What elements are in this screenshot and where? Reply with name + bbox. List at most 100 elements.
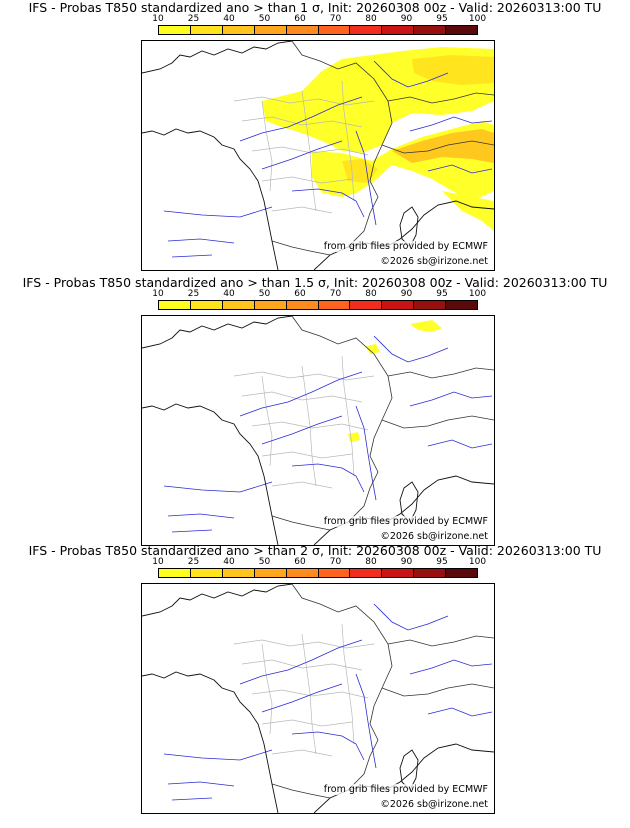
region-borders <box>233 623 375 757</box>
colorbar-segment <box>254 26 287 34</box>
map-drawing <box>142 41 494 270</box>
river-line <box>171 254 213 258</box>
river-line <box>355 130 377 226</box>
colorbar-segment <box>190 301 223 309</box>
map-panel-2sigma: IFS - Probas T850 standardized ano > tha… <box>0 543 630 814</box>
river-line <box>261 140 343 170</box>
panel-title: IFS - Probas T850 standardized ano > tha… <box>28 0 602 15</box>
country-borders <box>271 584 494 799</box>
credit-copyright: ©2026 sb@irizone.net <box>380 531 488 542</box>
colorbar-segment <box>350 26 383 34</box>
colorbar-segment <box>318 569 351 577</box>
colorbar-segment <box>254 301 287 309</box>
river-line <box>163 206 273 218</box>
colorbar-labels: 10 25 40 50 60 70 80 90 95 100 <box>152 289 486 300</box>
colorbar-tick-label: 70 <box>329 289 342 299</box>
river-line <box>163 749 273 761</box>
colorbar-tick-label: 10 <box>152 14 164 24</box>
river-line <box>239 371 363 417</box>
colorbar-segment <box>382 569 415 577</box>
colorbar-tick-label: 50 <box>258 289 271 299</box>
colorbar-segment <box>382 301 415 309</box>
colorbar-segment <box>222 569 255 577</box>
probability-map: from grib files provided by ECMWF ©2026 … <box>141 40 495 271</box>
river-line <box>261 415 343 445</box>
river-line <box>427 439 493 449</box>
colorbar-tick-label: 95 <box>436 14 448 24</box>
colorbar-segment <box>286 26 319 34</box>
river-line <box>373 60 449 88</box>
river-line <box>167 781 235 787</box>
colorbar-tick-label: 90 <box>400 289 413 299</box>
colorbar-tick-label: 40 <box>223 14 235 24</box>
river-line <box>355 405 377 501</box>
colorbar-segment <box>446 301 478 309</box>
country-borders <box>271 316 494 531</box>
river-line <box>409 116 493 132</box>
probability-area <box>392 129 494 163</box>
colorbar-tick-label: 70 <box>329 557 342 567</box>
colorbar-tick-label: 60 <box>294 557 306 567</box>
credit-source: from grib files provided by ECMWF <box>323 784 488 795</box>
colorbar-tick-label: 50 <box>258 14 271 24</box>
river-line <box>167 238 235 244</box>
credit-copyright: ©2026 sb@irizone.net <box>380 256 488 267</box>
colorbar-tick-label: 60 <box>294 289 306 299</box>
river-line <box>291 731 365 761</box>
colorbar-tick-label: 50 <box>258 557 271 567</box>
colorbar-segment <box>286 569 319 577</box>
river-line <box>291 463 365 493</box>
colorbar-tick-label: 90 <box>400 14 413 24</box>
colorbar-segment <box>286 301 319 309</box>
region-borders <box>233 355 375 489</box>
colorbar-segment <box>222 26 255 34</box>
river-line <box>171 529 213 533</box>
credit-source: from grib files provided by ECMWF <box>323 516 488 527</box>
colorbar-segment <box>414 301 447 309</box>
probability-area <box>412 55 494 85</box>
colorbar-tick-label: 25 <box>187 557 200 567</box>
river-line <box>427 707 493 717</box>
river-line <box>163 481 273 493</box>
colorbar-tick-label: 60 <box>294 14 306 24</box>
river-line <box>167 513 235 519</box>
colorbar-segment <box>350 569 383 577</box>
colorbar-segment <box>414 569 447 577</box>
river-line <box>373 603 449 631</box>
colorbar-segment <box>318 301 351 309</box>
river-line <box>355 673 377 769</box>
river-line <box>409 659 493 675</box>
colorbar-segment <box>446 26 478 34</box>
colorbar-tick-label: 25 <box>187 289 200 299</box>
colorbar-tick-label: 95 <box>436 289 448 299</box>
colorbar-tick-label: 100 <box>468 14 487 24</box>
river-line <box>373 335 449 363</box>
colorbar-segment <box>446 569 478 577</box>
probability-area <box>442 191 494 231</box>
map-drawing <box>142 584 494 813</box>
colorbar-tick-label: 40 <box>223 557 235 567</box>
probability-area <box>348 432 360 442</box>
colorbar-segment <box>318 26 351 34</box>
probability-map: from grib files provided by ECMWF ©2026 … <box>141 315 495 546</box>
colorbar-segment <box>159 26 191 34</box>
colorbar-segment <box>159 301 191 309</box>
colorbar-segment <box>159 569 191 577</box>
probability-area <box>366 344 380 354</box>
colorbar <box>158 25 478 35</box>
colorbar-tick-label: 95 <box>436 557 448 567</box>
colorbar-tick-label: 70 <box>329 14 342 24</box>
colorbar-tick-label: 10 <box>152 557 164 567</box>
colorbar-tick-label: 100 <box>468 557 487 567</box>
river-line <box>427 164 493 174</box>
colorbar-tick-label: 25 <box>187 14 200 24</box>
colorbar-segment <box>222 301 255 309</box>
river-line <box>261 683 343 713</box>
colorbar-segment <box>414 26 447 34</box>
colorbar-tick-label: 80 <box>365 557 377 567</box>
colorbar-tick-label: 90 <box>400 557 413 567</box>
map-panel-1sigma: IFS - Probas T850 standardized ano > tha… <box>0 0 630 271</box>
probability-map: from grib files provided by ECMWF ©2026 … <box>141 583 495 814</box>
colorbar-segment <box>254 569 287 577</box>
colorbar-tick-label: 80 <box>365 289 377 299</box>
